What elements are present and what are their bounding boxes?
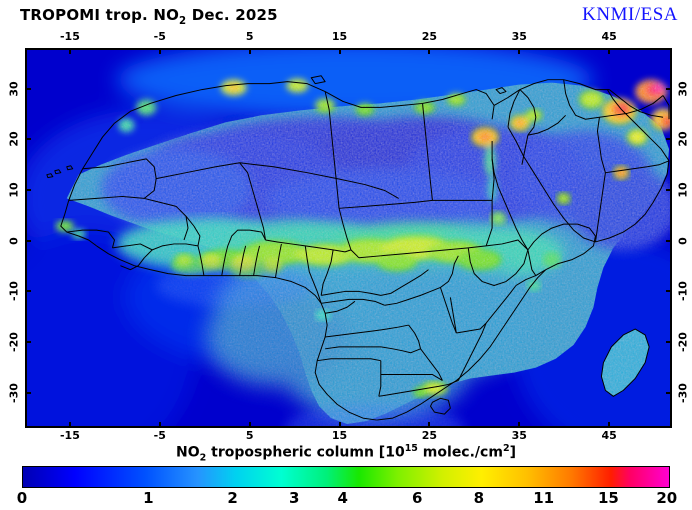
colorbar	[22, 466, 670, 488]
x-tickmark	[68, 48, 71, 54]
colorbar-tick-11: 11	[533, 489, 555, 507]
x-tickmark	[338, 422, 341, 428]
y-tickmark	[666, 340, 672, 343]
y-tickmark	[25, 391, 31, 394]
x-tick-bottom-15: 15	[331, 429, 348, 442]
x-tick-top-25: 25	[421, 30, 438, 43]
y-tickmark	[25, 239, 31, 242]
y-tick-left--10: -10	[7, 281, 21, 302]
y-tickmark	[666, 239, 672, 242]
credit-knmi-esa: KNMI/ESA	[582, 4, 678, 25]
colorbar-tick-0: 0	[16, 489, 28, 507]
x-tickmark	[158, 422, 161, 428]
xlabel-sub: 2	[199, 452, 207, 464]
no2-field-image	[27, 50, 670, 426]
y-tickmark	[25, 138, 31, 141]
x-axis-label: NO2 tropospheric column [1015 molec./cm2…	[0, 443, 692, 463]
x-tick-top-15: 15	[331, 30, 348, 43]
y-tick-left-20: 20	[7, 131, 21, 147]
x-tickmark	[248, 48, 251, 54]
colorbar-tick-1: 1	[143, 489, 154, 507]
y-tickmark	[666, 188, 672, 191]
colorbar-tick-15: 15	[598, 489, 619, 507]
colorbar-tick-20: 20	[656, 489, 678, 507]
y-tick-left-30: 30	[7, 80, 21, 97]
y-tickmark	[666, 391, 672, 394]
x-tick-top--15: -15	[59, 30, 80, 43]
x-tickmark	[608, 48, 611, 54]
y-tick-left-10: 10	[7, 182, 21, 198]
y-tick-right--30: -30	[676, 382, 690, 403]
xlabel-no: NO	[176, 444, 200, 461]
x-tick-top-35: 35	[511, 30, 527, 43]
country-borders	[46, 75, 670, 421]
y-tick-left--30: -30	[7, 382, 21, 403]
colorbar-gradient	[23, 467, 669, 487]
x-tickmark	[518, 48, 521, 54]
page-title: TROPOMI trop. NO2 Dec. 2025	[20, 6, 278, 27]
x-tick-bottom-35: 35	[511, 429, 527, 442]
x-tick-bottom--15: -15	[59, 429, 80, 442]
y-tick-left-0: 0	[7, 236, 21, 245]
colorbar-tick-2: 2	[227, 489, 238, 507]
x-tickmark	[338, 48, 341, 54]
y-tickmark	[25, 188, 31, 191]
x-tick-bottom-45: 45	[601, 429, 617, 442]
y-tickmark	[666, 87, 672, 90]
x-tick-top-5: 5	[245, 30, 254, 43]
y-tick-right-10: 10	[676, 182, 690, 198]
title-main: TROPOMI trop. NO	[20, 6, 180, 24]
y-tickmark	[25, 340, 31, 343]
title-subscript: 2	[179, 16, 187, 27]
y-tickmark	[25, 87, 31, 90]
title-date: Dec. 2025	[186, 6, 278, 24]
y-tick-right-30: 30	[676, 80, 690, 97]
x-tickmark	[518, 422, 521, 428]
xlabel-exponent2: 2	[502, 443, 510, 454]
colorbar-tick-8: 8	[473, 489, 485, 507]
xlabel-mid2: molec./cm	[417, 444, 503, 461]
y-tick-right-0: 0	[676, 236, 690, 245]
xlabel-exponent: 15	[404, 443, 418, 454]
y-tick-right--20: -20	[676, 331, 690, 352]
y-tick-left--20: -20	[7, 331, 21, 352]
y-tick-right-20: 20	[676, 131, 690, 147]
colorbar-tick-4: 4	[337, 489, 348, 507]
x-tick-top--5: -5	[153, 30, 166, 43]
x-tick-bottom--5: -5	[153, 429, 166, 442]
xlabel-mid: tropospheric column [10	[206, 444, 405, 461]
colorbar-tick-6: 6	[412, 489, 423, 507]
y-tickmark	[666, 290, 672, 293]
y-tickmark	[666, 138, 672, 141]
x-tickmark	[608, 422, 611, 428]
x-tick-bottom-25: 25	[421, 429, 438, 442]
colorbar-tick-3: 3	[288, 489, 300, 507]
x-tickmark	[158, 48, 161, 54]
x-tick-top-45: 45	[601, 30, 617, 43]
map-plot-area	[25, 48, 672, 428]
y-tickmark	[25, 290, 31, 293]
x-tick-bottom-5: 5	[245, 429, 254, 442]
x-tickmark	[428, 422, 431, 428]
x-tickmark	[428, 48, 431, 54]
x-tickmark	[248, 422, 251, 428]
x-tickmark	[68, 422, 71, 428]
xlabel-end: ]	[509, 444, 516, 461]
y-tick-right--10: -10	[676, 281, 690, 302]
